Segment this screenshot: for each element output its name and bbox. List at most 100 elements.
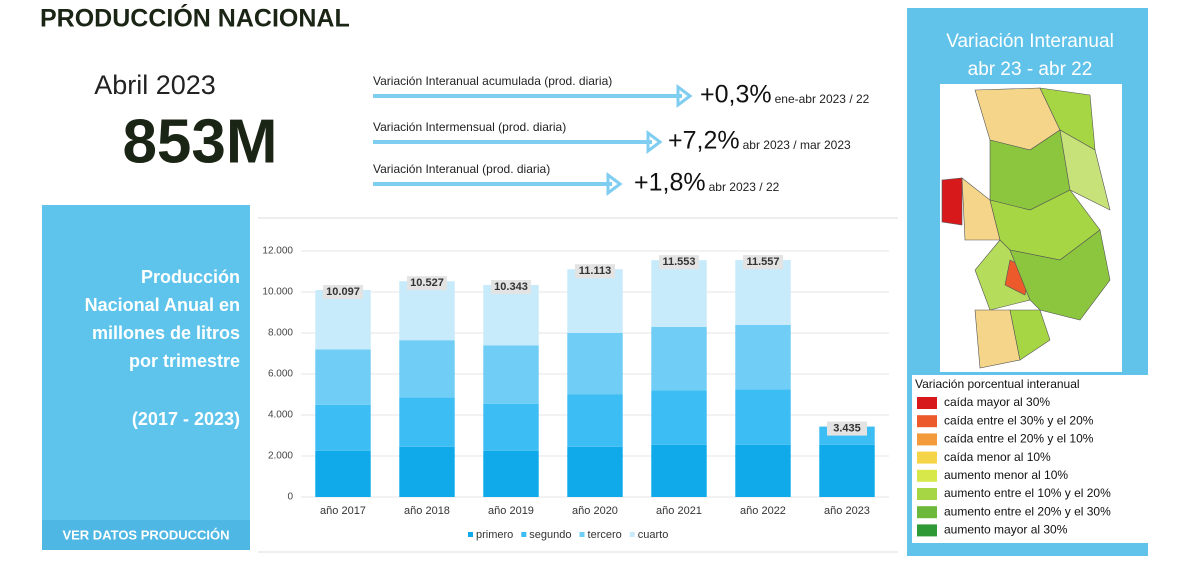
y-tick-label: 2.000 <box>268 451 293 462</box>
bar-segment <box>567 269 623 333</box>
kpi-arrowhead <box>606 172 623 196</box>
bar-segment <box>483 403 539 451</box>
bar-segment <box>315 404 371 451</box>
sidebar-line: Nacional Anual en <box>85 295 240 315</box>
bar-segment <box>567 394 623 447</box>
kpi-arrowhead <box>676 84 693 108</box>
sidebar-line: millones de litros <box>92 323 240 343</box>
x-tick-label: año 2022 <box>740 505 786 517</box>
region <box>1009 309 1051 361</box>
kpi-note: abr 2023 / mar 2023 <box>743 138 851 152</box>
bar-segment <box>315 349 371 405</box>
total-label-bg <box>407 276 447 291</box>
legend-swatch <box>917 433 937 446</box>
total-label: 11.553 <box>662 256 695 268</box>
legend-label: aumento mayor al 30% <box>944 523 1068 537</box>
y-tick-label: 10.000 <box>262 287 293 298</box>
total-label-bg <box>743 255 783 270</box>
legend-label: cuarto <box>638 529 669 541</box>
total-label: 3.435 <box>833 422 861 434</box>
bar-segment <box>735 389 791 445</box>
bar-segment <box>399 397 455 447</box>
kpi-value: +0,3% <box>700 81 772 109</box>
total-label-bg <box>575 264 615 279</box>
bar-segment <box>483 345 539 404</box>
bar-segment <box>651 390 707 445</box>
page-title: PRODUCCIÓN NACIONAL <box>40 3 350 33</box>
y-tick-label: 12.000 <box>262 246 293 257</box>
legend-label: caída entre el 20% y el 10% <box>944 432 1094 446</box>
legend-label: segundo <box>529 529 571 541</box>
total-label-bg <box>491 279 531 294</box>
sidebar-years: (2017 - 2023) <box>132 409 240 429</box>
bar-segment <box>315 450 371 497</box>
region <box>974 239 1031 311</box>
sidebar-text: Producción Nacional Anual en millones de l… <box>85 267 240 371</box>
bar-segment <box>735 260 791 325</box>
bar-segment <box>735 324 791 390</box>
map-legend-title: Variación porcentual interanual <box>915 377 1080 391</box>
x-tick-label: año 2018 <box>404 505 450 517</box>
sidebar-line: por trimestre <box>129 351 240 371</box>
y-tick-label: 8.000 <box>268 328 293 339</box>
map-legend: caída mayor al 30% caída entre el 30% y e… <box>917 395 1111 537</box>
legend-label: tercero <box>588 529 622 541</box>
kpi-value: +1,8% <box>634 169 706 197</box>
legend-label: aumento entre el 20% y el 30% <box>944 504 1111 518</box>
bar-segment <box>399 340 455 398</box>
legend-swatch <box>917 415 937 428</box>
legend-swatch <box>917 524 937 537</box>
map-title: Variación Interanual <box>946 31 1114 52</box>
y-tick-label: 4.000 <box>268 410 293 421</box>
period: Abril 2023 <box>94 70 216 100</box>
bar-segment <box>819 444 875 497</box>
bar-segment <box>483 450 539 497</box>
bar-segment <box>315 290 371 350</box>
bar-segment <box>483 284 539 346</box>
legend-swatch <box>917 469 937 482</box>
kpi-group: Variación Interanual acumulada (prod. di… <box>373 74 870 197</box>
legend-swatch <box>917 397 937 409</box>
total-label: 10.097 <box>326 286 360 298</box>
x-tick-label: año 2023 <box>824 505 870 517</box>
total-label: 10.527 <box>410 277 444 289</box>
kpi-note: abr 2023 / 22 <box>709 180 780 194</box>
y-tick-label: 6.000 <box>268 369 293 380</box>
total-label: 10.343 <box>494 281 528 293</box>
legend-label: caída entre el 30% y el 20% <box>944 413 1094 427</box>
bar-segment <box>651 326 707 391</box>
total-label: 11.113 <box>579 265 611 277</box>
kpi-value: +7,2% <box>668 127 740 155</box>
bar-segment <box>567 333 623 395</box>
legend-swatch <box>629 532 635 537</box>
kpi-arrowhead <box>646 130 663 154</box>
region <box>941 177 963 226</box>
kpi-note: ene-abr 2023 / 22 <box>775 92 870 106</box>
chart: 0 2.000 4.000 6.000 8.000 10.000 12.000 año 201… <box>262 246 889 541</box>
legend-box <box>912 375 1148 543</box>
kpi-label: Variación Interanual (prod. diaria) <box>373 162 550 176</box>
legend-swatch <box>468 532 473 537</box>
bar-segment <box>399 446 455 497</box>
total-label-bg <box>827 421 867 436</box>
legend-label: caída mayor al 30% <box>944 395 1050 409</box>
button[interactable] <box>42 520 250 550</box>
bar-segment <box>735 444 791 497</box>
bar-segment <box>651 444 707 497</box>
sidebar-line: Producción <box>141 267 240 287</box>
bar-segment <box>651 260 707 327</box>
legend-swatch <box>917 451 937 464</box>
legend-swatch <box>917 506 937 519</box>
headline-value: 853M <box>122 107 277 176</box>
sidebar <box>42 205 250 550</box>
map-title: abr 23 - abr 22 <box>968 59 1093 80</box>
region <box>1009 229 1111 321</box>
legend-swatch <box>579 532 585 537</box>
bar-segment <box>567 446 623 497</box>
legend-label: primero <box>476 529 513 541</box>
y-tick-label: 0 <box>287 492 293 503</box>
button-label[interactable]: VER DATOS PRODUCCIÓN <box>62 527 229 542</box>
legend-label: aumento menor al 10% <box>944 468 1068 482</box>
legend-swatch <box>521 532 527 537</box>
